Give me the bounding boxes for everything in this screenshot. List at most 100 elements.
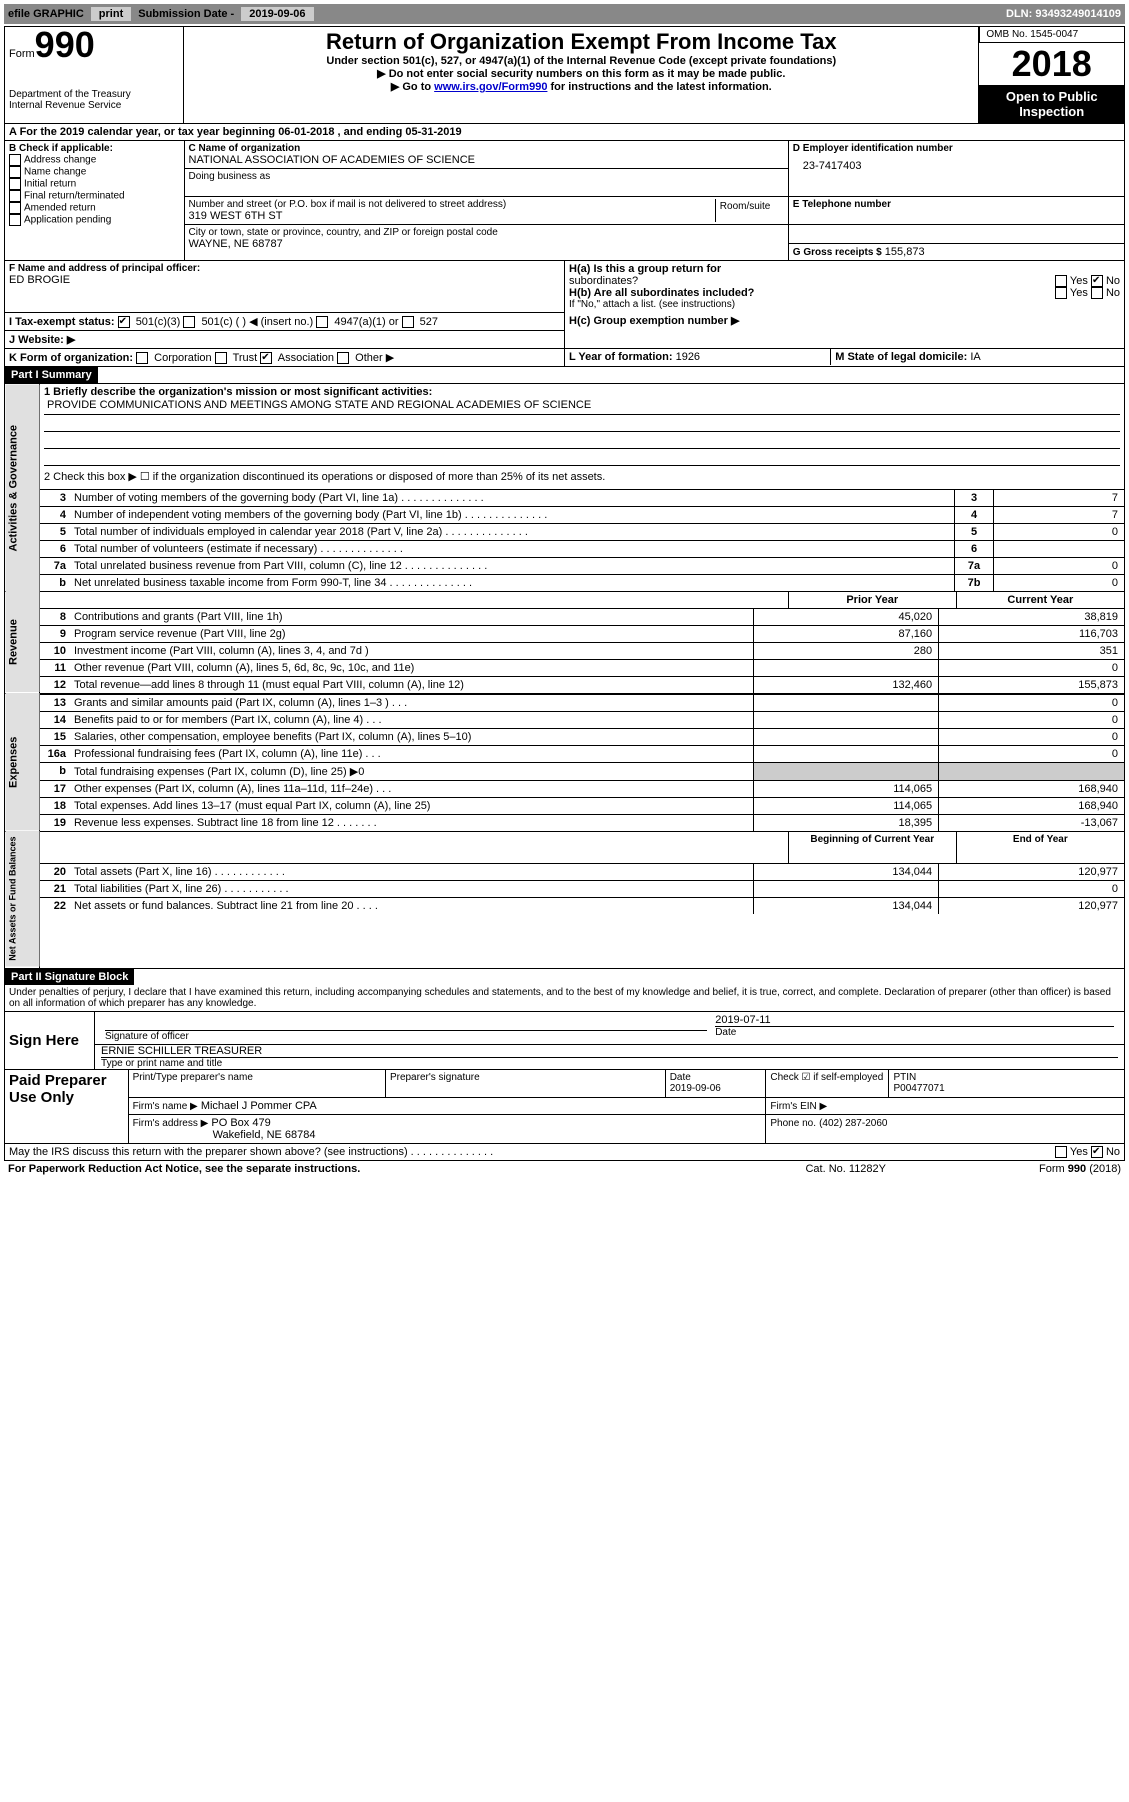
print-name-label: Type or print name and title: [101, 1058, 1118, 1069]
nab-side-label: Net Assets or Fund Balances: [5, 831, 40, 968]
section-b-hdr: B Check if applicable:: [9, 143, 180, 154]
org-name: NATIONAL ASSOCIATION OF ACADEMIES OF SCI…: [189, 154, 784, 166]
sig-date: 2019-07-11: [715, 1014, 1114, 1027]
subtitle-1: Under section 501(c), 527, or 4947(a)(1)…: [188, 55, 974, 67]
i-527[interactable]: 527: [402, 316, 438, 328]
line-a: A For the 2019 calendar year, or tax yea…: [5, 124, 1125, 141]
self-employed-check[interactable]: Check ☑ if self-employed: [766, 1070, 889, 1098]
city-label: City or town, state or province, country…: [189, 227, 784, 238]
subtitle-3: ▶ Go to www.irs.gov/Form990 for instruct…: [188, 80, 974, 93]
discuss-yesno[interactable]: Yes No: [1055, 1146, 1120, 1158]
mission-text: PROVIDE COMMUNICATIONS AND MEETINGS AMON…: [44, 398, 1120, 415]
prior-year-hdr: Prior Year: [788, 591, 956, 608]
pp-sig-label: Preparer's signature: [390, 1072, 661, 1083]
omb-number: OMB No. 1545-0047: [979, 27, 1124, 43]
ein: 23-7417403: [793, 154, 1120, 172]
part-ii-hdr: Part II Signature Block: [5, 969, 134, 985]
check-final[interactable]: Final return/terminated: [9, 190, 180, 202]
i-501c[interactable]: 501(c) ( ) ◀ (insert no.): [183, 316, 313, 328]
print-button[interactable]: print: [90, 6, 132, 22]
dba-label: Doing business as: [189, 171, 784, 182]
submission-label: Submission Date -: [138, 8, 234, 20]
hb-note: If "No," attach a list. (see instruction…: [569, 299, 1120, 310]
ptin-label: PTIN: [893, 1072, 1120, 1083]
ptin: P00477071: [893, 1083, 1120, 1094]
pp-name-label: Print/Type preparer's name: [133, 1072, 381, 1083]
data-row: 16a Professional fundraising fees (Part …: [40, 745, 1124, 762]
discuss-text: May the IRS discuss this return with the…: [9, 1146, 493, 1158]
gov-row: 3 Number of voting members of the govern…: [40, 489, 1124, 506]
rev-side-label: Revenue: [5, 591, 40, 693]
gov-side-label: Activities & Governance: [5, 384, 40, 592]
bby-hdr: Beginning of Current Year: [788, 831, 956, 863]
firm-name-label: Firm's name ▶: [133, 1101, 198, 1112]
pp-date: 2019-09-06: [670, 1083, 762, 1094]
gov-row: 4 Number of independent voting members o…: [40, 506, 1124, 523]
data-row: 21 Total liabilities (Part X, line 26) .…: [40, 881, 1124, 898]
ha-yesno[interactable]: Yes No: [1055, 275, 1120, 287]
data-row: 20 Total assets (Part X, line 16) . . . …: [40, 864, 1124, 881]
data-row: 9 Program service revenue (Part VIII, li…: [40, 625, 1124, 642]
officer-printed: ERNIE SCHILLER TREASURER: [101, 1045, 1118, 1058]
gov-row: 7a Total unrelated business revenue from…: [40, 557, 1124, 574]
m-label: M State of legal domicile:: [835, 351, 967, 363]
data-row: 14 Benefits paid to or for members (Part…: [40, 711, 1124, 728]
firm-addr2: Wakefield, NE 68784: [133, 1129, 316, 1141]
form-990: Form990 Department of the Treasury Inter…: [4, 26, 1125, 1161]
instructions-link[interactable]: www.irs.gov/Form990: [434, 81, 547, 93]
part-i-hdr: Part I Summary: [5, 367, 98, 383]
i-label: I Tax-exempt status:: [9, 316, 115, 328]
data-row: 17 Other expenses (Part IX, column (A), …: [40, 780, 1124, 797]
i-4947[interactable]: 4947(a)(1) or: [316, 316, 398, 328]
check-name[interactable]: Name change: [9, 166, 180, 178]
ein-label: D Employer identification number: [793, 143, 1120, 154]
k-label: K Form of organization:: [9, 352, 133, 364]
form-word: Form: [9, 48, 35, 60]
firm-addr-label: Firm's address ▶: [133, 1118, 209, 1129]
check-amended[interactable]: Amended return: [9, 202, 180, 214]
firm-ein-label: Firm's EIN ▶: [770, 1101, 827, 1112]
sig-date-label: Date: [715, 1027, 1114, 1038]
data-row: 15 Salaries, other compensation, employe…: [40, 728, 1124, 745]
open-inspection: Open to Public Inspection: [979, 85, 1124, 123]
data-row: 18 Total expenses. Add lines 13–17 (must…: [40, 797, 1124, 814]
exp-side-label: Expenses: [5, 693, 40, 831]
gov-row: b Net unrelated business taxable income …: [40, 574, 1124, 591]
k-corp[interactable]: Corporation: [136, 352, 212, 364]
k-other[interactable]: Other ▶: [337, 352, 394, 364]
data-row: 13 Grants and similar amounts paid (Part…: [40, 694, 1124, 711]
gov-row: 5 Total number of individuals employed i…: [40, 523, 1124, 540]
sign-here-label: Sign Here: [5, 1012, 95, 1069]
k-assoc[interactable]: Association: [260, 352, 334, 364]
room-label: Room/suite: [715, 199, 784, 222]
data-row: 11 Other revenue (Part VIII, column (A),…: [40, 659, 1124, 676]
footer-form-no: 990: [1068, 1163, 1086, 1175]
hb-yesno[interactable]: Yes No: [1055, 287, 1120, 299]
firm-addr1: PO Box 479: [211, 1117, 270, 1129]
dept-irs: Internal Revenue Service: [9, 100, 179, 111]
street: 319 WEST 6TH ST: [189, 210, 715, 222]
firm-phone: (402) 287-2060: [819, 1118, 887, 1129]
tax-year: 2018: [979, 43, 1124, 85]
pra-notice: For Paperwork Reduction Act Notice, see …: [4, 1161, 754, 1177]
data-row: 12 Total revenue—add lines 8 through 11 …: [40, 676, 1124, 693]
firm-name: Michael J Pommer CPA: [201, 1100, 317, 1112]
pp-date-label: Date: [670, 1072, 762, 1083]
cat-no: Cat. No. 11282Y: [754, 1161, 938, 1177]
phone-label: E Telephone number: [793, 199, 1120, 210]
perjury-text: Under penalties of perjury, I declare th…: [5, 985, 1125, 1012]
line1-label: 1 Briefly describe the organization's mi…: [44, 386, 1120, 398]
city: WAYNE, NE 68787: [189, 238, 784, 250]
domicile: IA: [970, 351, 980, 363]
submission-date: 2019-09-06: [240, 6, 314, 22]
k-trust[interactable]: Trust: [215, 352, 258, 364]
year-formation: 1926: [676, 351, 700, 363]
officer-name: ED BROGIE: [9, 274, 560, 286]
check-initial[interactable]: Initial return: [9, 178, 180, 190]
check-pending[interactable]: Application pending: [9, 214, 180, 226]
form-number: 990: [35, 24, 95, 65]
f-label: F Name and address of principal officer:: [9, 263, 560, 274]
check-address[interactable]: Address change: [9, 154, 180, 166]
data-row: 8 Contributions and grants (Part VIII, l…: [40, 608, 1124, 625]
i-501c3[interactable]: 501(c)(3): [118, 316, 181, 328]
